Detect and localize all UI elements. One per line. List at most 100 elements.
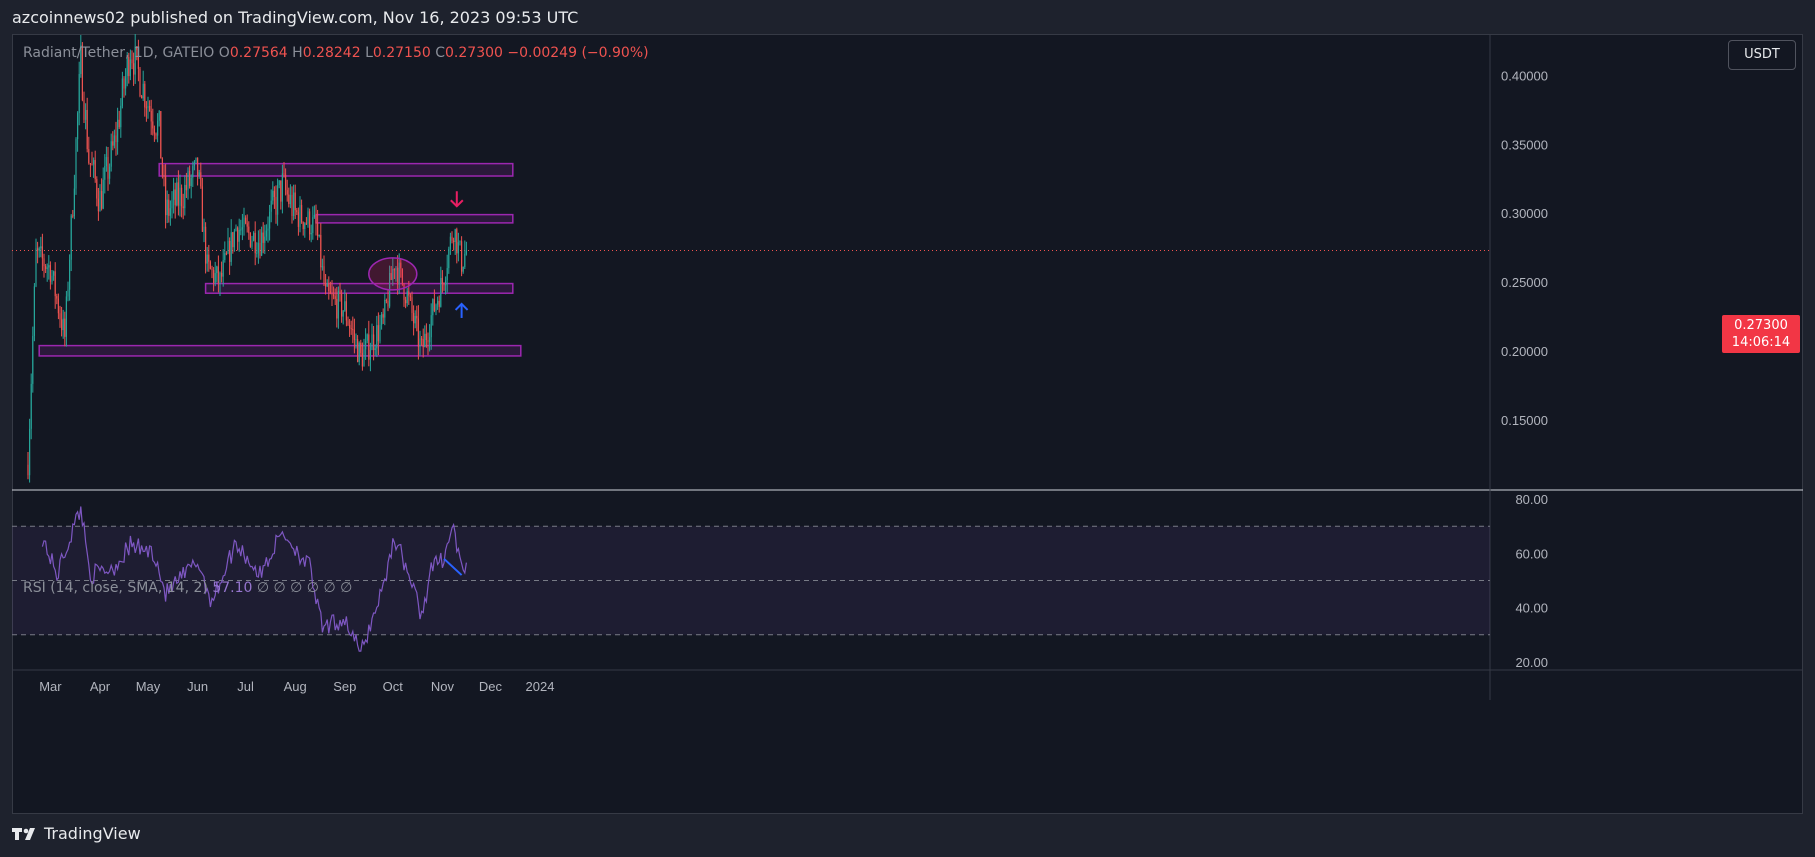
candle-body xyxy=(173,189,175,200)
candle xyxy=(361,342,363,371)
arrow-head xyxy=(454,302,469,311)
candle xyxy=(136,46,138,61)
candle xyxy=(350,320,352,335)
candle-body xyxy=(405,299,407,304)
chart-canvas[interactable]: 0.15000 0.20000 0.25000 0.30000 0.35000 0.400… xyxy=(12,34,1803,814)
candle xyxy=(30,373,32,440)
candle-body xyxy=(105,157,107,166)
candle xyxy=(278,179,280,189)
candle-body xyxy=(318,235,320,237)
bar-countdown: 14:06:14 xyxy=(1731,335,1791,350)
candle-body xyxy=(37,248,39,251)
candle-body xyxy=(246,223,248,227)
candle xyxy=(259,229,261,259)
price-tick-label: 0.20000 xyxy=(1501,344,1548,359)
candle-body xyxy=(158,111,160,121)
candle-body xyxy=(214,273,216,283)
candle xyxy=(427,332,429,356)
candle xyxy=(465,241,467,256)
candle xyxy=(80,35,82,78)
candle-body xyxy=(227,240,229,254)
candle xyxy=(294,184,296,219)
candle xyxy=(62,309,64,339)
candle-body xyxy=(121,78,123,106)
candle xyxy=(358,341,360,366)
candle xyxy=(99,184,101,212)
candle xyxy=(440,266,442,308)
candle xyxy=(56,293,58,305)
candle xyxy=(299,196,301,233)
footer-brand[interactable]: TradingView xyxy=(12,824,141,843)
candle-body xyxy=(302,222,304,230)
candle xyxy=(454,228,456,255)
candle xyxy=(435,303,437,316)
candle-body xyxy=(360,342,362,353)
candle xyxy=(237,226,239,251)
candle-body xyxy=(32,336,34,384)
candle-body xyxy=(113,135,115,146)
candle-body xyxy=(443,283,445,286)
candle-body xyxy=(43,258,45,267)
candle-body xyxy=(275,196,277,215)
price-tick-label: 0.15000 xyxy=(1501,413,1548,428)
candle xyxy=(123,76,125,98)
candle-body xyxy=(73,188,75,217)
candle xyxy=(144,80,146,117)
candle xyxy=(291,186,293,224)
candle xyxy=(424,325,426,348)
rsi-legend[interactable]: RSI (14, close, SMA, 14, 2) 57.10 ∅ ∅ ∅ … xyxy=(23,580,352,596)
candle xyxy=(117,107,119,155)
candle xyxy=(310,224,312,243)
rsi-divergence-line xyxy=(443,558,463,576)
candle-body xyxy=(421,338,423,340)
symbol-legend[interactable]: Radiant/Tether, 1D, GATEIO O0.27564 H0.2… xyxy=(23,45,649,61)
candle xyxy=(241,213,243,241)
candle-body xyxy=(233,230,235,248)
zone-rectangle xyxy=(158,162,514,177)
candle xyxy=(205,222,207,274)
candle-body xyxy=(339,290,341,294)
candle-body xyxy=(171,199,173,209)
candle xyxy=(403,283,405,307)
candle xyxy=(29,418,31,483)
candle-body xyxy=(310,232,312,235)
candle-body xyxy=(109,166,111,179)
candle xyxy=(197,157,199,186)
currency-button[interactable]: USDT xyxy=(1728,40,1796,70)
candle-body xyxy=(368,334,370,360)
candle-body xyxy=(160,111,162,159)
candle-body xyxy=(38,248,40,251)
candle xyxy=(280,180,282,210)
candle xyxy=(217,255,219,293)
candle xyxy=(149,100,151,112)
zone-rectangle xyxy=(204,282,514,294)
time-tick-label: 2024 xyxy=(526,679,555,694)
candle-body xyxy=(286,190,288,195)
candle-body xyxy=(125,75,127,89)
candle-body xyxy=(192,166,194,178)
candle xyxy=(312,206,314,240)
time-tick-label: Jun xyxy=(187,679,208,694)
price-tick-label: 0.40000 xyxy=(1501,68,1548,83)
candle xyxy=(192,161,194,187)
candle-body xyxy=(224,253,226,261)
candle-body xyxy=(229,240,231,262)
candle-body xyxy=(203,226,205,232)
candle-body xyxy=(97,198,99,212)
candle-body xyxy=(270,200,272,212)
candle-body xyxy=(350,328,352,330)
candle-body xyxy=(240,229,242,231)
candle xyxy=(32,326,34,393)
candle-body xyxy=(437,300,439,305)
candle-body xyxy=(128,56,130,77)
candle-body xyxy=(294,192,296,211)
candle xyxy=(441,270,443,293)
candle-body xyxy=(187,170,189,191)
candle-body xyxy=(272,190,274,201)
candle-body xyxy=(80,45,82,74)
candle xyxy=(104,154,106,194)
candle xyxy=(88,136,90,165)
candle xyxy=(227,227,229,255)
candle xyxy=(365,328,367,360)
candle xyxy=(336,287,338,328)
